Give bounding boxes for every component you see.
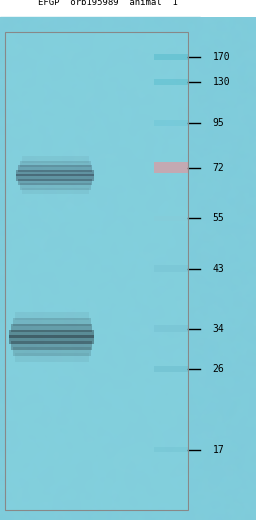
Bar (154, 120, 188, 126)
Text: 26: 26 (212, 364, 224, 374)
Bar (9, 335, 94, 344)
Bar (154, 447, 188, 452)
Bar (15, 311, 89, 320)
Bar (154, 266, 188, 271)
Bar (20, 184, 91, 190)
Text: 72: 72 (212, 163, 224, 173)
Bar (154, 216, 188, 220)
Text: 170: 170 (212, 52, 230, 62)
Bar (13, 347, 91, 356)
Bar (154, 54, 188, 60)
Text: EFGP  orb195989  animal  1: EFGP orb195989 animal 1 (38, 0, 177, 7)
Bar (154, 326, 188, 332)
Bar (22, 156, 89, 163)
Text: 34: 34 (212, 324, 224, 334)
Bar (11, 341, 92, 350)
Bar (22, 188, 89, 194)
Bar (18, 165, 92, 172)
Bar (20, 161, 91, 167)
Bar (9, 330, 94, 338)
Bar (16, 170, 94, 176)
Bar (16, 174, 94, 181)
Text: 95: 95 (212, 118, 224, 127)
Bar (0, 17, 200, 520)
Text: 17: 17 (212, 445, 224, 454)
Bar (154, 80, 188, 85)
Bar (11, 323, 92, 332)
Bar (154, 162, 188, 174)
Bar (154, 366, 188, 372)
Bar (18, 179, 92, 186)
Text: 43: 43 (212, 264, 224, 274)
Bar (5, 32, 188, 510)
Text: 55: 55 (212, 213, 224, 223)
Bar (15, 353, 89, 362)
Text: 130: 130 (212, 77, 230, 87)
Bar (13, 318, 91, 327)
